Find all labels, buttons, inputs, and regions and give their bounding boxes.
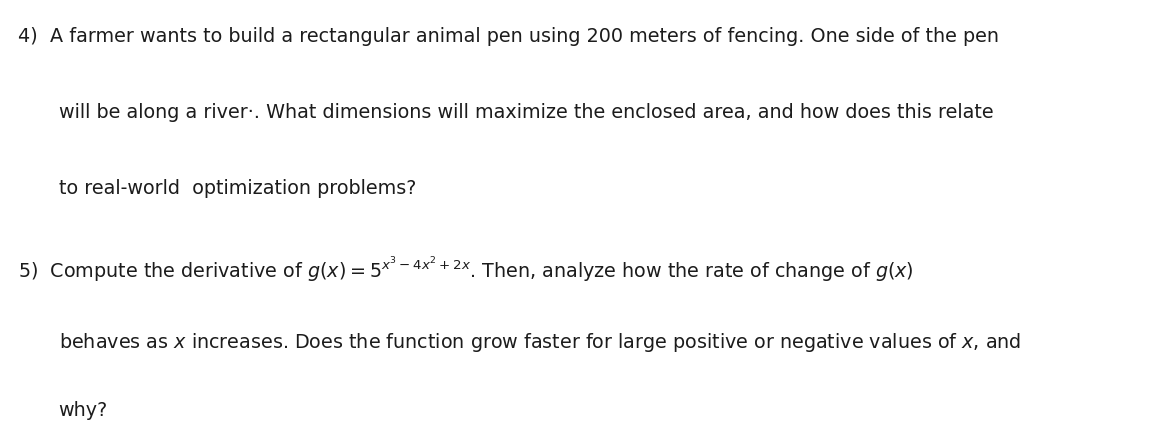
Text: behaves as $x$ increases. Does the function grow faster for large positive or ne: behaves as $x$ increases. Does the funct… <box>59 331 1021 354</box>
Text: 5)  Compute the derivative of $g(x) = 5^{x^3-4x^2+2x}$. Then, analyze how the ra: 5) Compute the derivative of $g(x) = 5^{… <box>18 255 914 284</box>
Text: 4)  A farmer wants to build a rectangular animal pen using 200 meters of fencing: 4) A farmer wants to build a rectangular… <box>18 27 999 46</box>
Text: will be along a river·. What dimensions will maximize the enclosed area, and how: will be along a river·. What dimensions … <box>59 103 993 122</box>
Text: to real-world  optimization problems?: to real-world optimization problems? <box>59 179 416 198</box>
Text: why?: why? <box>59 401 108 420</box>
